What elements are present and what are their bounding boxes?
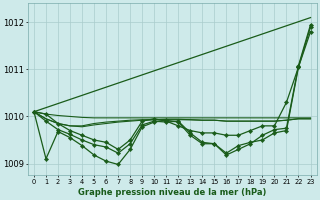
X-axis label: Graphe pression niveau de la mer (hPa): Graphe pression niveau de la mer (hPa) <box>78 188 267 197</box>
